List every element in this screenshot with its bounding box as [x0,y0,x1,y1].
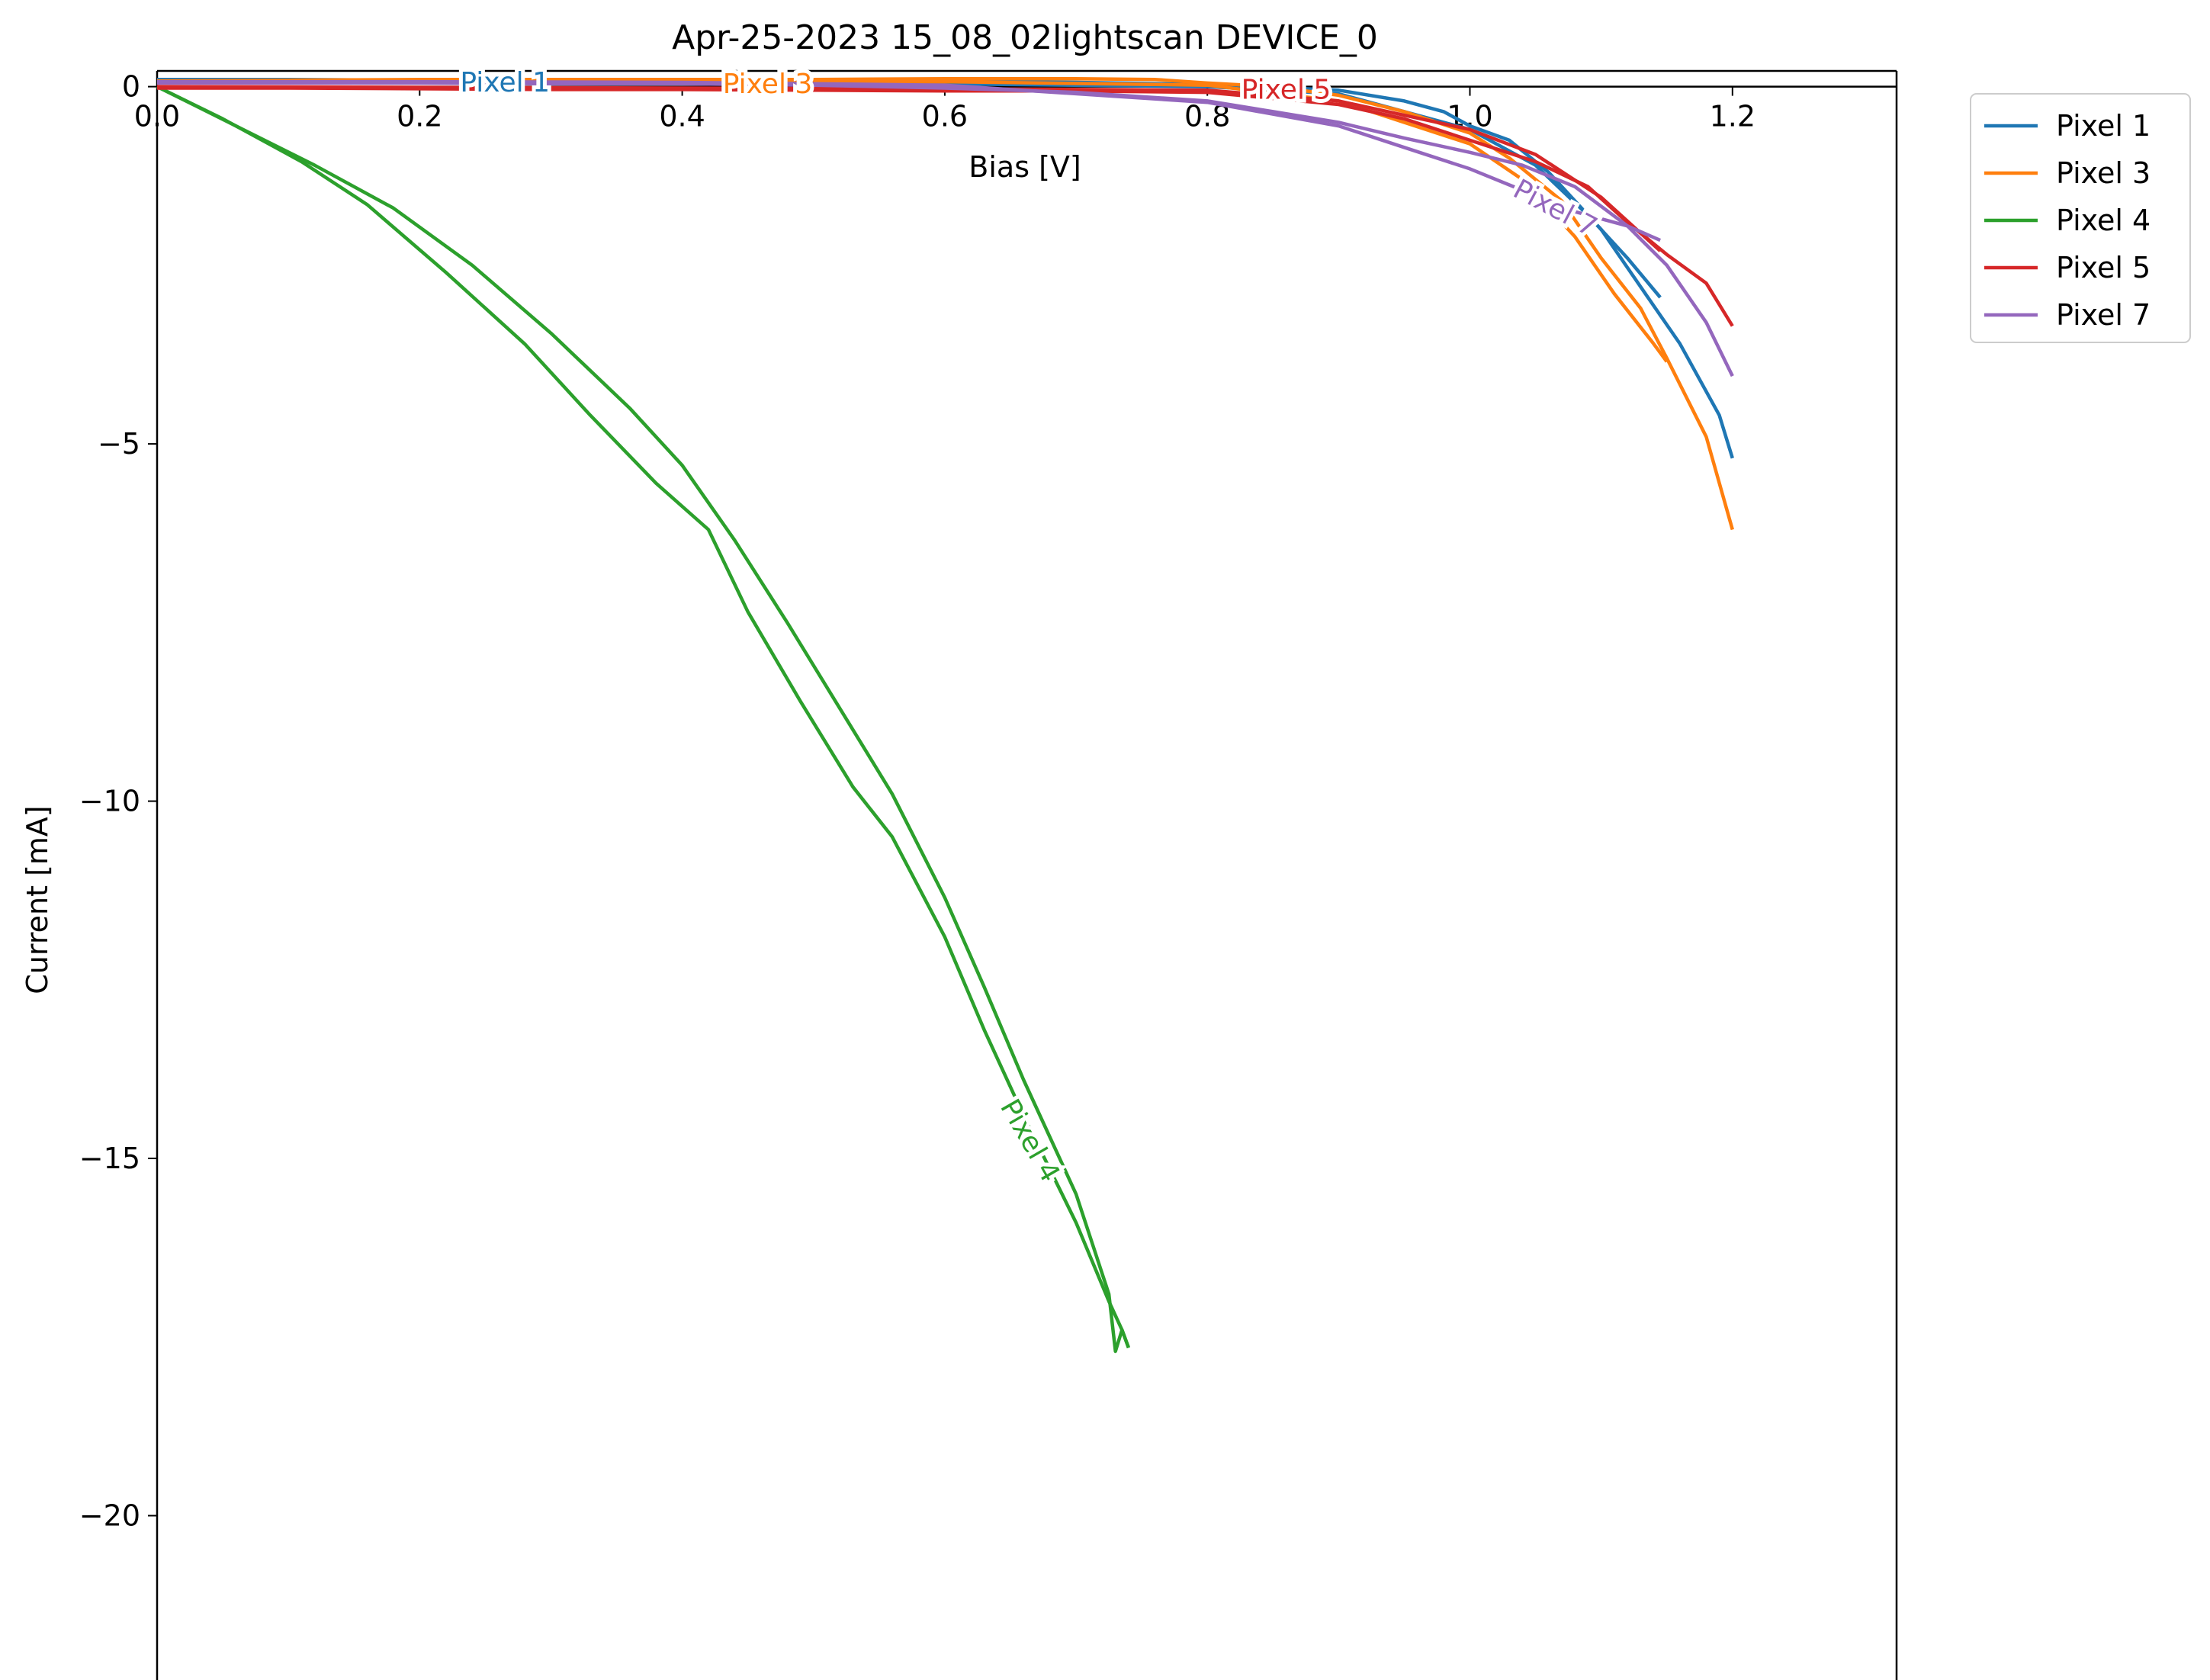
x-tick-label: 1.2 [1710,100,1755,133]
pixel-5-line [156,85,1662,252]
pixel-7-line [157,79,1662,243]
y-tick-label: −10 [79,785,140,818]
pixel-5-inline-label: Pixel 5 [1242,74,1331,105]
y-tick-label: −5 [98,427,140,461]
pixel-3-inline-label: Pixel 3 [723,69,813,100]
x-tick-label: 0.6 [922,100,968,133]
y-axis-label: Current [mA] [21,805,54,994]
pixel-1-inline-label: Pixel 1 [460,67,550,98]
chart-title: Apr-25-2023 15_08_02lightscan DEVICE_0 [672,18,1378,57]
y-tick-label: −20 [79,1499,140,1533]
pixel-3-legend-label: Pixel 3 [2056,156,2151,190]
pixel-1-legend-label: Pixel 1 [2056,109,2151,143]
pixel-7-legend-label: Pixel 7 [2056,298,2151,332]
pixel-4-line [156,85,1131,1354]
x-axis-label: Bias [V] [968,150,1081,184]
pixel-5-legend-label: Pixel 5 [2056,251,2151,284]
y-tick-label: −15 [79,1142,140,1175]
legend-frame [1970,93,2191,343]
pixel-4-line [156,85,1131,1349]
legend: Pixel 1 Pixel 3 Pixel 4 Pixel 5 Pixel 7 [1970,93,2191,343]
pixel-3-line [156,77,1734,531]
pixel-4-legend-label: Pixel 4 [2056,204,2151,237]
x-tick-label: 0.2 [397,100,442,133]
x-tick-label: 0.4 [659,100,705,133]
x-tick-label: 0.0 [134,100,180,133]
y-tick-label: 0 [122,70,140,104]
